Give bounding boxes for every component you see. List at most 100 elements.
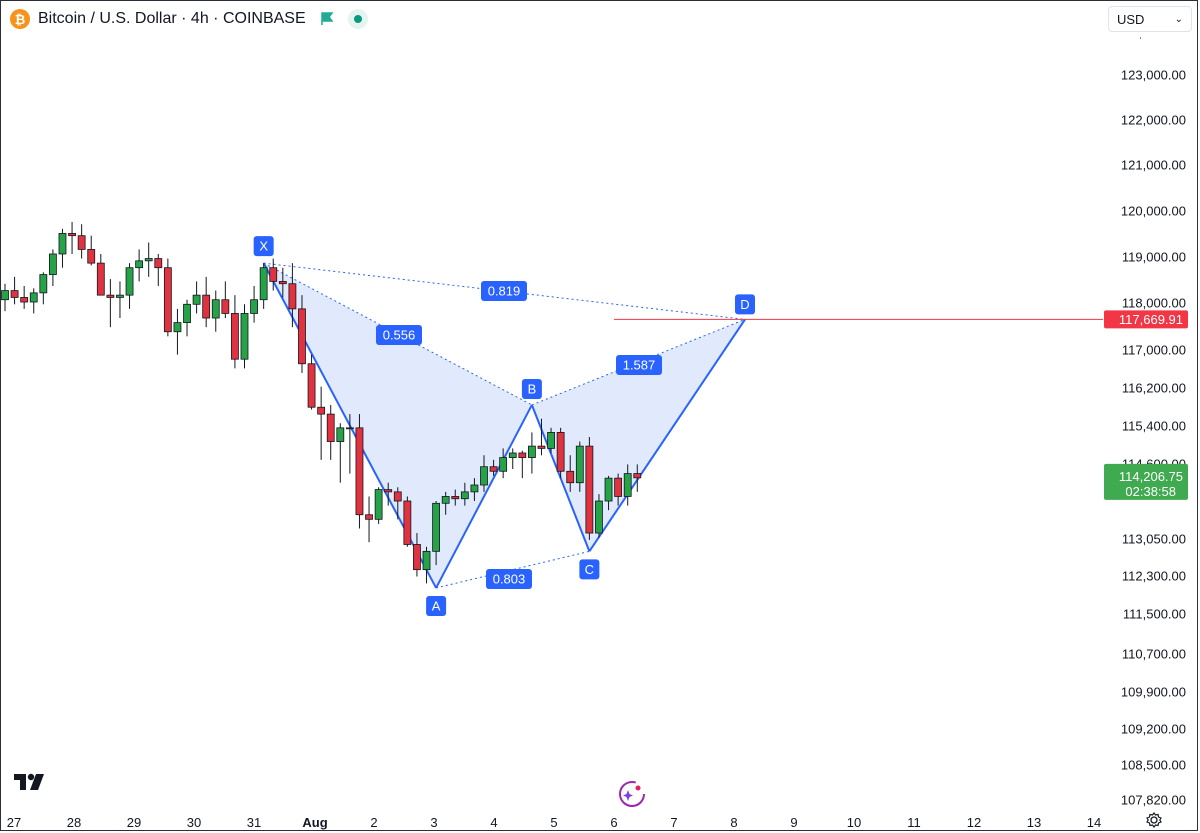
time-tick-label: 2 — [370, 815, 377, 830]
candle-body — [20, 297, 29, 303]
candle-body — [173, 322, 182, 333]
pattern-leg-CD — [588, 318, 746, 552]
time-tick-label: 5 — [550, 815, 557, 830]
candle-body — [288, 283, 297, 310]
candle — [68, 221, 76, 254]
candle-body — [604, 477, 613, 502]
candle — [537, 418, 546, 456]
candle-body — [144, 258, 153, 262]
candle-body — [192, 294, 201, 305]
candle-body — [374, 489, 383, 520]
ratio-label-xb-bg — [376, 325, 422, 345]
candles — [1, 221, 642, 584]
candle — [393, 487, 402, 520]
candle — [403, 496, 412, 547]
candle — [489, 459, 498, 476]
price-tick-label: 119,000.00 — [1122, 250, 1186, 265]
time-tick-label: 27 — [7, 815, 21, 830]
pattern-ratio-line-AC — [435, 550, 590, 589]
time-axis[interactable]: 27 28 29 30 31 Aug 2 3 4 5 6 7 8 9 10 11 12 13 14 — [7, 815, 1101, 830]
candle-body — [595, 500, 603, 534]
price-axis[interactable]: 123,000.00 122,000.00 121,000.00 120,000.00… — [1104, 37, 1188, 808]
price-tick-label: 115,400.00 — [1122, 419, 1186, 434]
point-label-x-bg — [253, 236, 274, 257]
point-label-d-text: D — [740, 297, 749, 312]
target-price-label: 117,669.91 — [1119, 312, 1183, 327]
sparkle-assistant-icon[interactable] — [617, 779, 647, 809]
candle-body — [451, 496, 460, 500]
candle — [58, 228, 67, 268]
candle — [125, 263, 134, 309]
candle — [499, 448, 508, 479]
candle-body — [87, 248, 96, 264]
candle-body — [317, 406, 326, 415]
last-price-label: 114,206.75 — [1119, 469, 1183, 484]
chevron-down-icon: ⌄ — [1174, 13, 1183, 25]
symbol-header[interactable]: ₿ Bitcoin / U.S. Dollar · 4h · COINBASE — [10, 8, 368, 30]
ratio-label-ac: 0.803 — [486, 569, 532, 589]
candle-body — [528, 445, 536, 458]
candle-body — [422, 550, 431, 571]
ratio-label-xb: 0.556 — [376, 325, 422, 345]
candle-body — [614, 477, 623, 497]
settings-gear-icon[interactable] — [1146, 812, 1162, 828]
candle-body — [403, 500, 412, 545]
candle-body — [29, 292, 38, 303]
price-tick-label: 117,000.00 — [1122, 343, 1186, 358]
candle-body — [250, 299, 258, 314]
candle-body — [202, 294, 211, 319]
candle — [192, 281, 201, 314]
candle — [623, 464, 632, 506]
flag-icon[interactable] — [320, 12, 334, 26]
candle-body — [489, 466, 498, 472]
candle — [154, 253, 163, 286]
ratio-label-ac-text: 0.803 — [493, 572, 526, 587]
candle — [39, 272, 48, 305]
time-tick-label: 13 — [1027, 815, 1041, 830]
candle — [211, 290, 220, 332]
candle-body — [326, 413, 335, 442]
candle-body — [393, 491, 402, 502]
bitcoin-icon: ₿ — [10, 9, 30, 29]
target-price-badge — [1104, 310, 1188, 329]
candle — [528, 432, 536, 474]
ratio-label-bd: 1.587 — [616, 355, 662, 375]
candle-body — [566, 470, 575, 484]
candle-body — [518, 452, 527, 458]
pattern-fill-xab — [263, 263, 532, 588]
candle — [96, 253, 105, 296]
candle — [106, 279, 115, 328]
candle — [365, 496, 373, 543]
candle — [221, 281, 230, 319]
time-tick-label: 9 — [790, 815, 797, 830]
candle-body — [441, 496, 450, 504]
candle — [480, 455, 488, 492]
currency-select[interactable]: USD ⌄ — [1108, 6, 1192, 32]
point-label-d-bg — [735, 294, 755, 315]
time-tick-label: Aug — [302, 815, 327, 830]
candle — [116, 281, 124, 319]
candle-body — [231, 313, 239, 360]
candle-body — [508, 452, 517, 458]
candle-body — [135, 260, 144, 269]
time-tick-label: 11 — [907, 815, 921, 830]
ratio-label-ac-bg — [486, 569, 532, 589]
candle — [231, 295, 239, 369]
candle-body — [547, 431, 555, 449]
candle-body — [460, 491, 469, 500]
candle — [470, 478, 479, 502]
candle — [384, 482, 393, 506]
ratio-label-xd-bg — [481, 281, 527, 301]
candle — [173, 308, 182, 355]
point-label-x: X — [253, 236, 274, 257]
price-tick-label: 113,050.00 — [1122, 532, 1186, 547]
candle — [326, 404, 335, 460]
last-price-badge — [1104, 463, 1188, 500]
candle-body — [432, 502, 441, 552]
ratio-label-bd-bg — [616, 355, 662, 375]
candle-body — [384, 489, 393, 493]
candle-body — [623, 473, 632, 497]
tradingview-logo-icon[interactable] — [14, 772, 48, 792]
